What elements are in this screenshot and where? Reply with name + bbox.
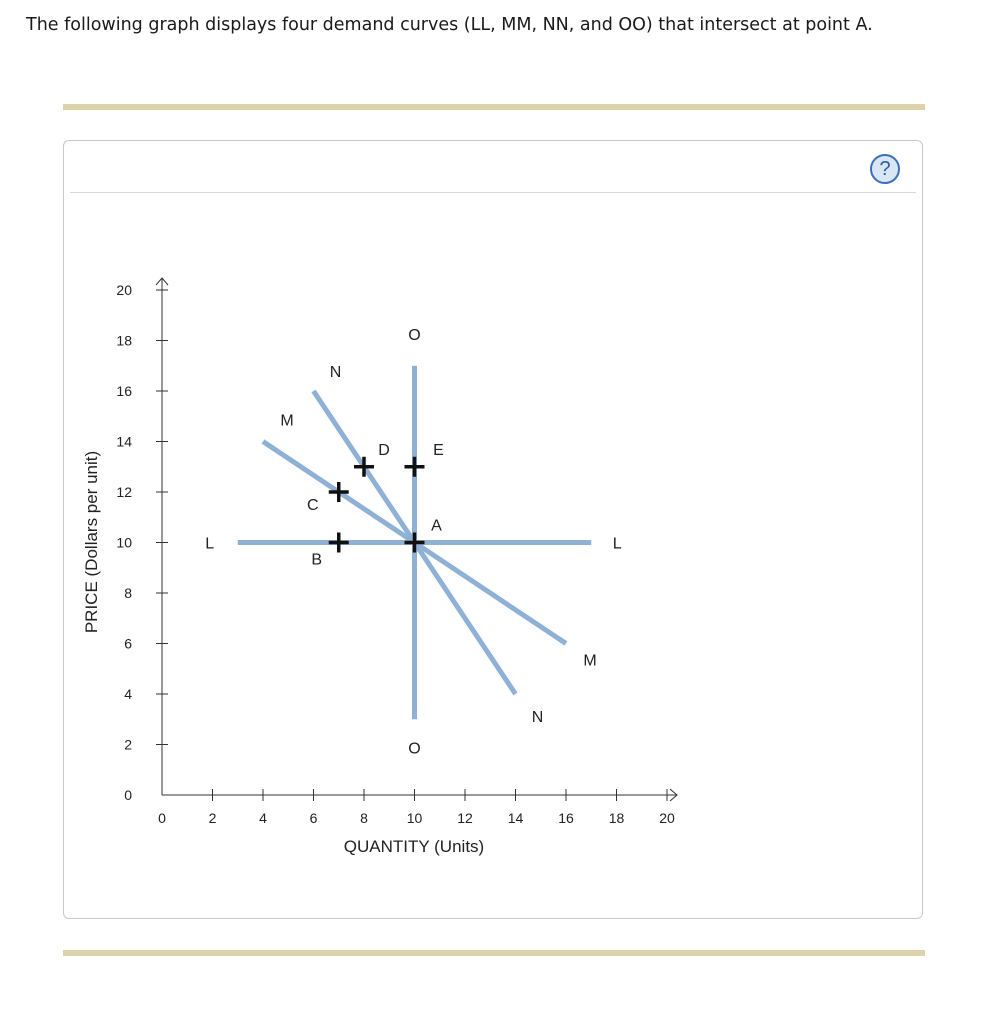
y-tick-label: 0 bbox=[124, 787, 132, 803]
x-axis-arrow-icon bbox=[669, 788, 678, 802]
curve-label-n: N bbox=[330, 364, 342, 381]
panel-header-divider bbox=[70, 192, 916, 193]
y-tick-label: 6 bbox=[124, 636, 132, 652]
x-axis-title: QUANTITY (Units) bbox=[344, 837, 484, 856]
help-question-icon[interactable]: ? bbox=[870, 154, 900, 184]
y-tick-label: 10 bbox=[116, 535, 132, 551]
y-tick-label: 12 bbox=[116, 484, 132, 500]
x-tick-label: 20 bbox=[659, 810, 675, 826]
curve-label-m: M bbox=[280, 413, 293, 430]
y-tick-label: 18 bbox=[116, 333, 132, 349]
curve-label-o: O bbox=[408, 740, 420, 757]
curve-label-o: O bbox=[408, 327, 420, 344]
x-tick-label: 4 bbox=[259, 810, 267, 826]
y-axis-arrow-icon bbox=[155, 277, 169, 286]
y-tick-label: 8 bbox=[124, 585, 132, 601]
point-label-e: E bbox=[433, 442, 444, 459]
y-tick-label: 20 bbox=[116, 282, 132, 298]
curve-label-m: M bbox=[583, 653, 596, 670]
x-tick-label: 12 bbox=[457, 810, 473, 826]
top-divider bbox=[63, 104, 925, 110]
x-tick-label: 14 bbox=[508, 810, 524, 826]
bottom-divider bbox=[63, 950, 925, 956]
curve-label-l: L bbox=[613, 536, 622, 553]
y-tick-label: 4 bbox=[124, 686, 132, 702]
x-tick-label: 0 bbox=[158, 810, 166, 826]
x-tick-label: 16 bbox=[558, 810, 574, 826]
curve-label-n: N bbox=[532, 709, 544, 726]
point-label-a: A bbox=[431, 518, 442, 535]
y-tick-label: 14 bbox=[116, 434, 132, 450]
curve-label-l: L bbox=[205, 536, 214, 553]
y-tick-label: 2 bbox=[124, 737, 132, 753]
x-tick-label: 6 bbox=[310, 810, 318, 826]
graph-panel: ? bbox=[63, 140, 923, 919]
x-tick-label: 18 bbox=[609, 810, 625, 826]
x-tick-label: 2 bbox=[209, 810, 217, 826]
x-tick-label: 8 bbox=[360, 810, 368, 826]
y-tick-label: 16 bbox=[116, 383, 132, 399]
point-label-d: D bbox=[378, 442, 390, 459]
point-label-b: B bbox=[311, 552, 322, 569]
x-tick-label: 10 bbox=[407, 810, 423, 826]
point-label-c: C bbox=[307, 497, 319, 514]
y-axis-title: PRICE (Dollars per unit) bbox=[82, 451, 101, 633]
intro-text: The following graph displays four demand… bbox=[26, 15, 873, 35]
